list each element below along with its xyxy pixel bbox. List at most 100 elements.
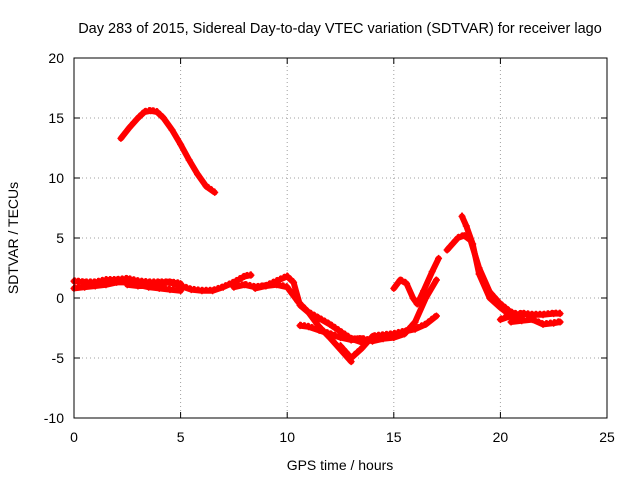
data-point xyxy=(187,286,195,294)
data-point xyxy=(209,287,217,295)
series-band-edge xyxy=(510,315,562,323)
data-point xyxy=(458,212,466,220)
series-satellite-arc-afternoon-b xyxy=(347,276,440,345)
data-point xyxy=(305,308,313,316)
data-point xyxy=(486,294,494,302)
data-point xyxy=(413,300,421,308)
data-point xyxy=(91,282,99,290)
data-point xyxy=(403,280,411,288)
data-point xyxy=(177,140,185,148)
data-point xyxy=(550,319,558,327)
x-tick-label: 0 xyxy=(70,429,78,445)
data-point xyxy=(251,284,259,292)
data-point xyxy=(435,254,443,262)
data-point xyxy=(358,335,366,343)
data-point xyxy=(241,272,249,280)
data-point xyxy=(230,283,238,291)
series-band xyxy=(459,213,525,323)
series-satellite-arc-peak-b xyxy=(458,212,526,324)
data-point xyxy=(432,276,440,284)
data-point xyxy=(507,318,515,326)
series-satellite-arc-afternoon-c xyxy=(390,254,443,308)
data-point xyxy=(296,322,304,330)
data-point xyxy=(432,312,440,320)
data-point xyxy=(166,286,174,294)
data-point xyxy=(347,336,355,344)
y-tick-label: 5 xyxy=(56,230,64,246)
data-point xyxy=(368,337,376,345)
data-point xyxy=(390,334,398,342)
data-point xyxy=(123,281,131,289)
data-point xyxy=(294,298,302,306)
data-point xyxy=(113,278,121,286)
y-tick-label: -10 xyxy=(44,410,64,426)
y-tick-label: 0 xyxy=(56,290,64,306)
y-tick-label: 15 xyxy=(48,110,64,126)
data-point xyxy=(315,326,323,334)
data-point xyxy=(358,344,366,352)
series-satellite-arc-evening xyxy=(496,309,564,324)
data-point xyxy=(198,287,206,295)
data-point xyxy=(460,232,468,240)
data-point xyxy=(518,310,526,318)
x-tick-label: 10 xyxy=(279,429,295,445)
data-point xyxy=(211,188,219,196)
data-point xyxy=(283,272,291,280)
data-point xyxy=(462,222,470,230)
data-point xyxy=(556,310,564,318)
data-point xyxy=(241,281,249,289)
data-point xyxy=(194,170,202,178)
data-point xyxy=(134,282,142,290)
y-tick-label: 10 xyxy=(48,170,64,186)
y-tick-label: 20 xyxy=(48,50,64,66)
data-point xyxy=(411,318,419,326)
x-tick-label: 5 xyxy=(177,429,185,445)
data-point xyxy=(390,284,398,292)
data-point xyxy=(102,281,110,289)
data-point xyxy=(443,246,451,254)
data-point xyxy=(454,234,462,242)
series-band-edge xyxy=(339,312,438,356)
data-point xyxy=(290,278,298,286)
data-point xyxy=(396,276,404,284)
data-point xyxy=(539,320,547,328)
data-point xyxy=(125,124,133,132)
data-point xyxy=(166,278,174,286)
axis-ticks: 0 5 10 15 20 25 -10 -5 0 5 10 15 20 xyxy=(44,50,615,445)
data-point xyxy=(409,294,417,302)
x-tick-label: 25 xyxy=(599,429,615,445)
y-tick-label: -5 xyxy=(52,350,65,366)
data-point xyxy=(262,282,270,290)
data-point xyxy=(326,330,334,338)
data-point xyxy=(202,182,210,190)
data-point xyxy=(117,134,125,142)
data-point xyxy=(411,325,419,333)
series-band xyxy=(230,273,355,365)
data-point xyxy=(428,268,436,276)
x-axis-label: GPS time / hours xyxy=(287,457,394,473)
data-point xyxy=(337,342,344,350)
x-tick-label: 15 xyxy=(386,429,402,445)
series-satellite-arc-high xyxy=(117,106,219,196)
data-point xyxy=(496,316,504,324)
series-satellite-arc-midday xyxy=(230,272,355,366)
series-band xyxy=(117,107,218,196)
y-axis-label: SDTVAR / TECUs xyxy=(5,182,21,294)
data-point xyxy=(475,270,483,278)
data-point xyxy=(337,334,344,342)
data-point xyxy=(420,287,428,295)
data-point xyxy=(305,323,313,331)
series-satellite-arc-morning-c xyxy=(123,271,255,295)
data-point xyxy=(556,318,564,326)
data-series xyxy=(70,106,564,366)
data-point xyxy=(160,114,168,122)
data-point xyxy=(153,108,161,116)
data-point xyxy=(140,108,148,116)
data-point xyxy=(147,107,155,115)
x-tick-label: 20 xyxy=(493,429,509,445)
data-point xyxy=(469,240,477,248)
series-band xyxy=(337,313,440,361)
series-satellite-arc-peak xyxy=(443,231,526,320)
data-point xyxy=(185,156,193,164)
